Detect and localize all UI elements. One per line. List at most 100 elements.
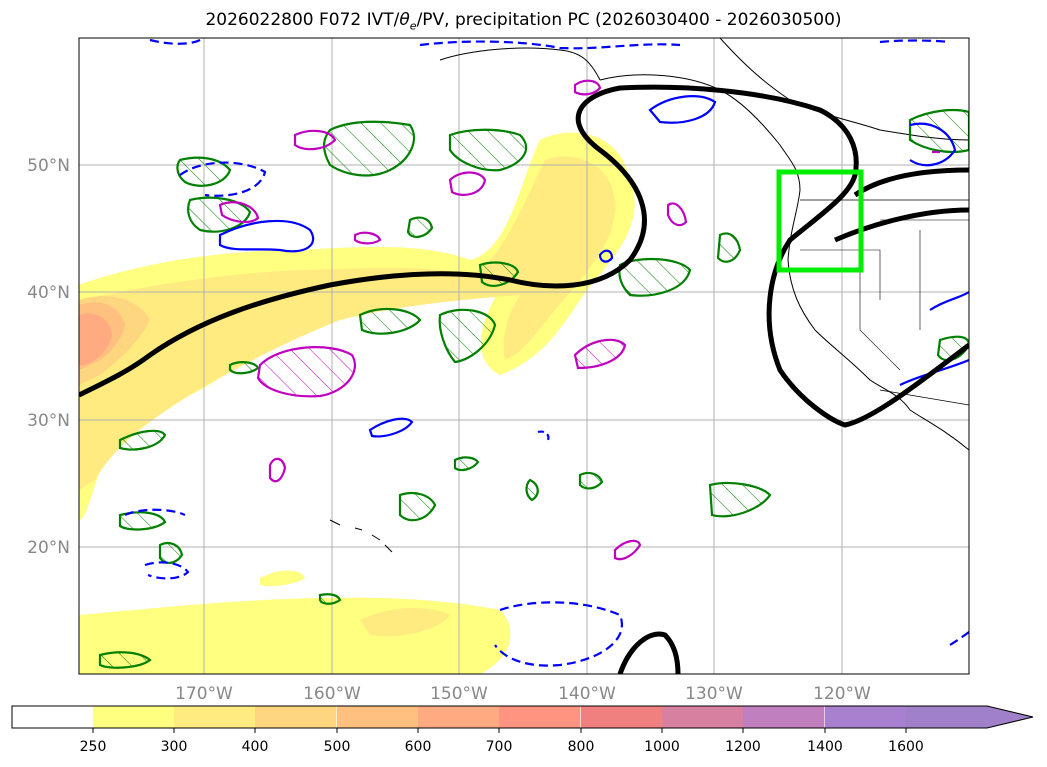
- pv-contour-2: [853, 167, 969, 198]
- theta-e-area-2: [448, 128, 528, 172]
- pv-contour-1: [79, 84, 969, 428]
- theta-e-area-6: [438, 308, 497, 364]
- title-subscript: e: [409, 19, 417, 33]
- lon-label: 120°W: [813, 684, 871, 704]
- ivt-contour-solid-2: [648, 95, 717, 124]
- ivt-contour-solid-1: [218, 219, 315, 253]
- colorbar-label: 800: [568, 739, 595, 755]
- ivt-contour-dashed-7: [879, 39, 951, 44]
- theta-e-area-22: [406, 216, 434, 238]
- precip-area-9: [613, 539, 642, 561]
- colorbar-under: [12, 706, 93, 728]
- precip-area-6: [353, 231, 382, 245]
- ivt-contour-dashed-3: [494, 601, 623, 667]
- theta-e-area-16: [716, 232, 742, 263]
- precip-contours: [218, 79, 940, 561]
- theta-e-area-13: [398, 491, 437, 522]
- theta-e-area-5: [358, 307, 422, 335]
- hawaii-islands: [329, 519, 393, 553]
- ivt-contour-dashed-8: [949, 631, 969, 646]
- precip-area-5: [218, 201, 260, 224]
- lon-label: 170°W: [175, 684, 233, 704]
- pv-contours: [79, 84, 969, 674]
- ivt-contour-solid-7: [598, 249, 614, 263]
- lon-label: 140°W: [558, 684, 616, 704]
- ivt-contour-dashed-2: [149, 38, 201, 45]
- theta-e-area-7: [618, 257, 692, 297]
- lon-label: 130°W: [685, 684, 743, 704]
- lat-label: 30°N: [27, 411, 70, 431]
- colorbar-outline: [11, 705, 1034, 729]
- colorbar-label: 1600: [888, 739, 924, 755]
- colorbar-label: 700: [486, 739, 513, 755]
- ivt-contour-dashed-4: [144, 561, 190, 580]
- colorbar-labels: 250 300 400 500 600 700 800 1000 1200 14…: [80, 739, 924, 755]
- colorbar-label: 1200: [725, 739, 761, 755]
- precip-area-3: [293, 129, 337, 151]
- colorbar-segment-500: [337, 706, 419, 728]
- theta-e-area-20: [318, 593, 342, 605]
- theta-e-area-3: [176, 156, 232, 187]
- title-prefix: 2026022800 F072 IVT/: [205, 10, 400, 30]
- colorbar-label: 1000: [644, 739, 680, 755]
- theta-e-area-19: [158, 541, 184, 564]
- lat-label: 50°N: [27, 156, 70, 176]
- colorbar-label: 600: [405, 739, 432, 755]
- theta-e-area-10: [98, 651, 152, 669]
- precip-area-10: [573, 79, 602, 96]
- theta-e-area-1: [322, 120, 416, 177]
- ivt-contour-dashed-5: [124, 508, 186, 517]
- theta-e-area-9: [118, 511, 167, 531]
- state-border-2: [800, 249, 881, 300]
- lat-label: 40°N: [27, 283, 70, 303]
- colorbar-segment-1400: [825, 706, 907, 728]
- ivt-contour-solid-5: [909, 122, 957, 167]
- colorbar-label: 500: [324, 739, 351, 755]
- theta-e-area-4: [187, 196, 252, 233]
- theta-e-area-23: [525, 478, 539, 502]
- title-suffix: /PV, precipitation PC (2026030400 - 2026…: [416, 10, 842, 30]
- lon-label: 150°W: [430, 684, 488, 704]
- coastline-alaska: [439, 47, 601, 81]
- theta-e-area-15: [453, 456, 480, 472]
- theta-e-area-14: [578, 471, 604, 490]
- lon-labels: 170°W 160°W 150°W 140°W 130°W 120°W: [175, 684, 871, 704]
- ivt-band-250-south1: [260, 570, 305, 587]
- colorbar-segment-700: [499, 706, 581, 728]
- lon-label: 160°W: [303, 684, 361, 704]
- colorbar-segment-400: [255, 706, 337, 728]
- ivt-contour-solid-3: [368, 417, 414, 438]
- colorbar: 250 300 400 500 600 700 800 1000 1200 14…: [11, 705, 1034, 755]
- colorbar-segment-1200: [743, 706, 825, 728]
- colorbar-segment-800: [581, 706, 663, 728]
- theta-e-contours: [98, 109, 969, 669]
- colorbar-segment-300: [174, 706, 256, 728]
- precip-area-7: [666, 202, 688, 227]
- lat-label: 20°N: [27, 538, 70, 558]
- precip-area-4: [448, 171, 487, 196]
- ivt-contour-dashed-9: [537, 430, 550, 441]
- colorbar-segment-250: [93, 706, 175, 728]
- colorbar-label: 1400: [807, 739, 843, 755]
- theta-e-area-12: [118, 429, 167, 451]
- colorbar-label: 300: [161, 739, 188, 755]
- pv-contour-4: [617, 631, 681, 674]
- theta-e-area-17: [908, 109, 969, 154]
- ivt-contour-dashed-1: [179, 161, 267, 197]
- ivt-contour-solid-6: [929, 291, 969, 311]
- colorbar-label: 400: [242, 739, 269, 755]
- theta-e-area-11: [228, 361, 260, 375]
- map-frame: [78, 37, 970, 675]
- precip-area-1: [256, 346, 356, 398]
- border-us-mexico: [879, 389, 969, 406]
- theta-e-area-8: [708, 481, 772, 518]
- ivt-band-300: [79, 156, 616, 491]
- colorbar-label: 250: [80, 739, 107, 755]
- precip-area-2: [573, 338, 627, 370]
- ivt-band-300-south: [360, 608, 450, 637]
- colorbar-extend-arrow: [906, 706, 1033, 728]
- colorbar-segment-600: [418, 706, 500, 728]
- colorbar-segment-1000: [662, 706, 744, 728]
- region-box: [776, 169, 864, 273]
